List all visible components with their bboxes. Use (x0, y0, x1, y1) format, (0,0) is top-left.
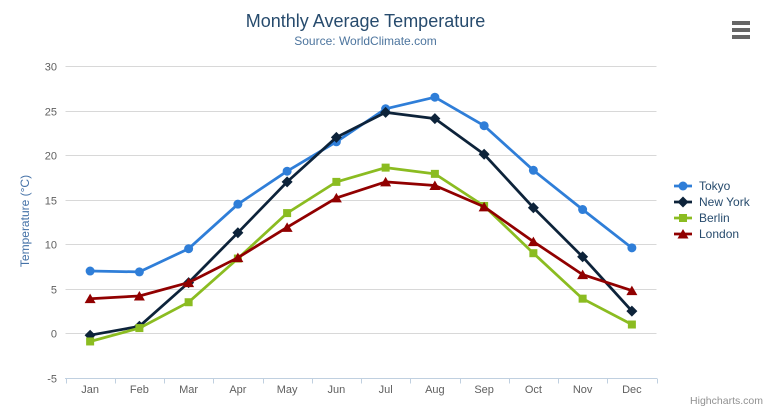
yaxis-title: Temperature (°C) (18, 174, 32, 268)
legend-label: Berlin (699, 211, 730, 225)
yaxis-tick-label: 0 (51, 329, 57, 341)
legend-item-berlin[interactable]: Berlin (674, 210, 750, 226)
legend-marker-circle-icon (674, 181, 692, 191)
data-point-marker[interactable] (281, 176, 293, 188)
yaxis-tick-label: 15 (45, 196, 57, 208)
legend-label: London (699, 227, 740, 241)
yaxis-tick-label: 30 (45, 62, 57, 74)
data-point-marker[interactable] (133, 290, 145, 301)
data-point-marker[interactable] (183, 277, 195, 288)
data-point-marker[interactable] (281, 222, 293, 232)
data-point-marker[interactable] (527, 236, 539, 247)
hamburger-menu-icon[interactable] (732, 21, 750, 39)
data-point-marker[interactable] (577, 251, 589, 263)
yaxis-tick-label: 10 (45, 240, 57, 252)
series-new-york[interactable] (84, 106, 638, 341)
series-line-london[interactable] (88, 180, 634, 301)
hamburger-bar (732, 21, 750, 25)
highcharts-credits-link[interactable]: Highcharts.com (690, 395, 763, 407)
series-line-berlin[interactable] (88, 166, 634, 343)
data-point-marker[interactable] (626, 305, 638, 317)
legend-marker-triangle-icon (674, 229, 692, 239)
data-point-marker[interactable] (627, 320, 636, 329)
chart-legend: Tokyo New York Berlin London (674, 178, 750, 242)
legend-item-new-york[interactable]: New York (674, 194, 750, 210)
series-tokyo[interactable] (85, 92, 637, 277)
data-point-marker[interactable] (429, 113, 441, 125)
data-point-marker[interactable] (332, 177, 341, 186)
data-point-marker[interactable] (429, 180, 441, 190)
data-point-marker[interactable] (330, 131, 342, 143)
data-point-marker[interactable] (479, 121, 489, 131)
data-point-marker[interactable] (678, 181, 688, 191)
data-point-marker[interactable] (282, 166, 292, 176)
xaxis-tick-label: Jun (328, 384, 346, 396)
data-point-marker[interactable] (677, 229, 689, 239)
yaxis-tick-label: 20 (45, 151, 57, 163)
legend-item-london[interactable]: London (674, 226, 750, 242)
xaxis-tick-label: Oct (525, 384, 542, 396)
series-line-new-york[interactable] (88, 111, 634, 337)
data-point-marker[interactable] (84, 293, 96, 304)
data-point-marker[interactable] (478, 201, 490, 212)
data-point-marker[interactable] (430, 169, 439, 178)
data-point-marker[interactable] (478, 148, 490, 160)
yaxis-labels: -5 0 5 10 15 20 25 30 (45, 62, 57, 386)
data-point-marker[interactable] (134, 267, 144, 277)
data-point-marker[interactable] (529, 249, 538, 258)
chart-subtitle: Source: WorldClimate.com (294, 34, 437, 48)
legend-marker-diamond-icon (674, 196, 692, 208)
legend-marker-square-icon (674, 214, 692, 222)
data-point-marker[interactable] (381, 163, 390, 172)
data-point-marker[interactable] (627, 243, 637, 253)
legend-item-tokyo[interactable]: Tokyo (674, 178, 750, 194)
data-point-marker[interactable] (626, 285, 638, 296)
data-point-marker[interactable] (232, 252, 244, 263)
chart-title: Monthly Average Temperature (245, 11, 486, 31)
data-point-marker[interactable] (85, 266, 95, 276)
xaxis-tick-label: Dec (622, 384, 642, 396)
hamburger-bar (732, 35, 750, 39)
xaxis-tick-label: Feb (130, 384, 149, 396)
xaxis-tick-label: Jan (81, 384, 99, 396)
data-point-marker[interactable] (677, 196, 689, 208)
data-point-marker[interactable] (233, 199, 243, 209)
yaxis-tick-label: -5 (47, 374, 57, 386)
hamburger-bar (732, 28, 750, 32)
data-point-marker[interactable] (578, 205, 588, 215)
xaxis-labels: Jan Feb Mar Apr May Jun Jul Aug Sep Oct Nov Dec (81, 384, 642, 396)
data-point-marker[interactable] (283, 209, 292, 218)
data-point-marker[interactable] (135, 324, 144, 333)
series-london[interactable] (84, 176, 638, 304)
data-point-marker[interactable] (577, 269, 589, 280)
data-point-marker[interactable] (679, 214, 687, 222)
yaxis-tick-label: 25 (45, 107, 57, 119)
xaxis-tick-label: Sep (474, 384, 494, 396)
data-point-marker[interactable] (184, 298, 193, 307)
xaxis-tick-label: Nov (573, 384, 593, 396)
xaxis-tick-label: Jul (379, 384, 393, 396)
xaxis-tick-label: Aug (425, 384, 445, 396)
yaxis-tick-label: 5 (51, 285, 57, 297)
data-point-marker[interactable] (232, 227, 244, 239)
xaxis (65, 378, 658, 384)
data-point-marker[interactable] (578, 294, 587, 303)
xaxis-tick-label: Apr (229, 384, 246, 396)
data-point-marker[interactable] (184, 244, 194, 254)
gridlines (65, 66, 657, 379)
data-point-marker[interactable] (380, 176, 392, 187)
data-point-marker[interactable] (430, 92, 440, 102)
data-point-marker[interactable] (380, 106, 392, 118)
xaxis-tick-label: Mar (179, 384, 198, 396)
data-point-marker[interactable] (86, 337, 95, 346)
data-point-marker[interactable] (528, 165, 538, 175)
legend-label: Tokyo (699, 179, 731, 193)
data-point-marker[interactable] (527, 202, 539, 214)
data-point-marker[interactable] (330, 192, 342, 203)
xaxis-tick-label: May (277, 384, 298, 396)
series-berlin[interactable] (86, 163, 636, 346)
legend-label: New York (699, 195, 750, 209)
